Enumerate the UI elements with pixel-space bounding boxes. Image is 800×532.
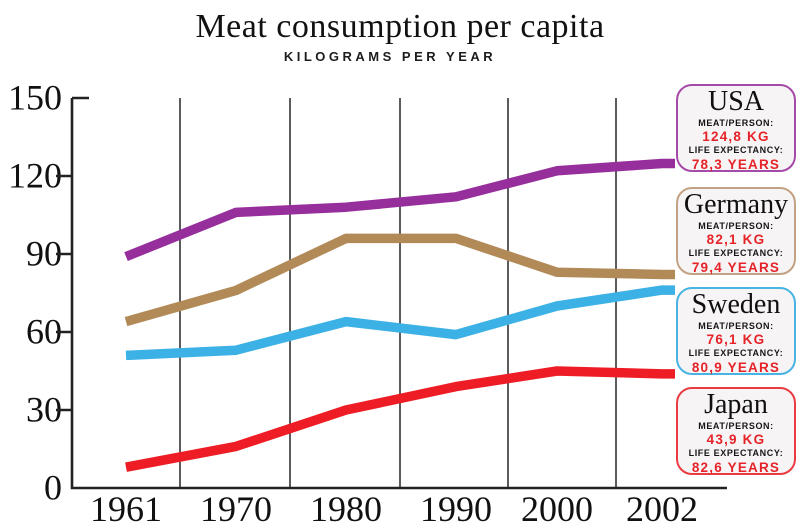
life-expectancy-label: LIFE EXPECTANCY: [688, 448, 784, 459]
life-expectancy-value: 79,4 YEARS [691, 259, 781, 275]
series-line-sweden [125, 285, 675, 361]
axis-line [70, 98, 727, 490]
chart-subtitle: KILOGRAMS PER YEAR [283, 49, 497, 64]
meat-person-label: MEAT/PERSON: [698, 320, 774, 331]
meat-person-value: 124,8 KG [702, 128, 770, 144]
x-axis-label-2000: 2000 [521, 489, 593, 529]
y-axis-label-30: 30 [26, 389, 62, 430]
chart-title: Meat consumption per capita [195, 8, 605, 45]
life-expectancy-label: LIFE EXPECTANCY: [688, 248, 784, 259]
y-axis-label-0: 0 [44, 467, 62, 508]
meat-person-label: MEAT/PERSON: [698, 220, 774, 231]
life-expectancy-label: LIFE EXPECTANCY: [688, 145, 784, 156]
life-expectancy-label: LIFE EXPECTANCY: [688, 348, 784, 359]
series-line-usa [124, 158, 675, 262]
x-axis-label-1970: 1970 [200, 489, 272, 529]
meat-person-value: 43,9 KG [706, 431, 766, 447]
life-expectancy-value: 78,3 YEARS [691, 156, 781, 172]
y-axis-label-120: 120 [8, 155, 62, 196]
country-name: Japan [704, 389, 768, 420]
country-name: USA [707, 86, 764, 117]
country-name: Sweden [691, 289, 781, 320]
y-axis-label-150: 150 [8, 77, 62, 118]
y-axis-label-90: 90 [26, 233, 62, 274]
legend-card-usa: USA MEAT/PERSON: 124,8 KG LIFE EXPECTANC… [676, 84, 796, 172]
y-axis-label-60: 60 [26, 311, 62, 352]
x-axis-label-1961: 1961 [90, 489, 162, 529]
series-line-germany [124, 233, 675, 327]
meat-person-label: MEAT/PERSON: [698, 420, 774, 431]
series-line-japan [125, 366, 675, 472]
x-axis-label-1990: 1990 [420, 489, 492, 529]
legend-card-sweden: Sweden MEAT/PERSON: 76,1 KG LIFE EXPECTA… [676, 287, 796, 375]
country-name: Germany [683, 189, 789, 220]
meat-person-value: 82,1 KG [706, 231, 766, 247]
legend-card-japan: Japan MEAT/PERSON: 43,9 KG LIFE EXPECTAN… [676, 387, 796, 475]
life-expectancy-value: 80,9 YEARS [691, 359, 781, 375]
life-expectancy-value: 82,6 YEARS [691, 459, 781, 475]
legend-card-germany: Germany MEAT/PERSON: 82,1 KG LIFE EXPECT… [676, 187, 796, 275]
x-axis-label-2002: 2002 [626, 489, 698, 529]
meat-person-value: 76,1 KG [706, 331, 766, 347]
meat-person-label: MEAT/PERSON: [698, 117, 774, 128]
x-axis-label-1980: 1980 [310, 489, 382, 529]
